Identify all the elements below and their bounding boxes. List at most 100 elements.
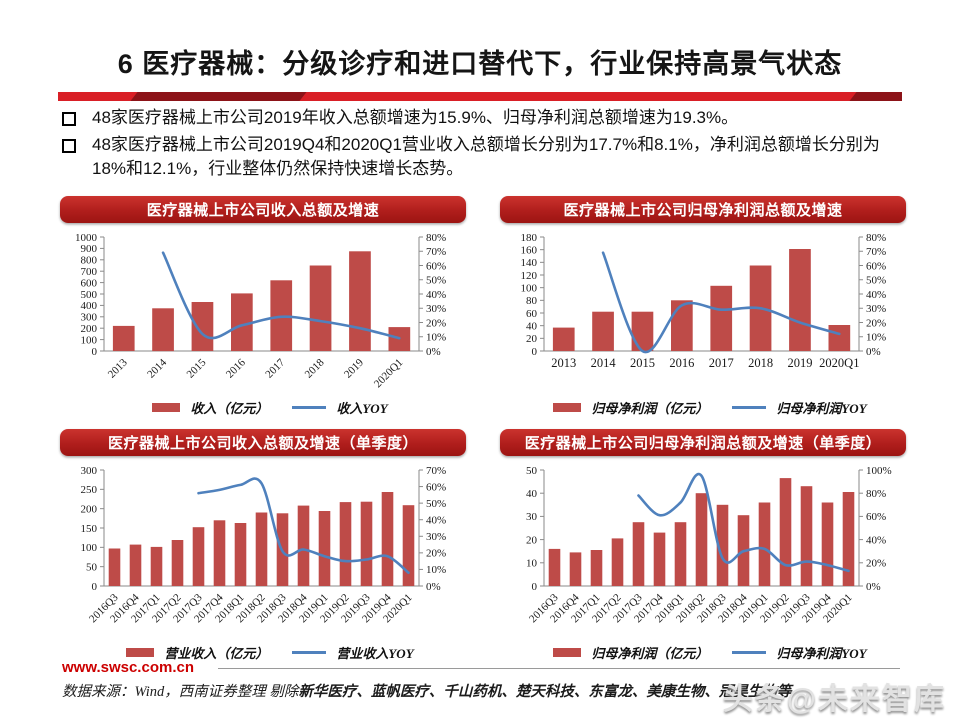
legend-bar-swatch (553, 402, 582, 412)
legend-bar-label: 收入（亿元） (190, 400, 269, 416)
svg-text:1000: 1000 (75, 232, 98, 244)
svg-text:80%: 80% (866, 232, 886, 244)
svg-text:30%: 30% (426, 303, 446, 315)
legend-line-swatch (732, 650, 767, 654)
svg-text:100: 100 (81, 542, 98, 554)
svg-text:400: 400 (81, 300, 98, 312)
chart-title-banner: 医疗器械上市公司归母净利润总额及增速 (500, 196, 906, 223)
bullet-item: 48家医疗器械上市公司2019Q4和2020Q1营业收入总额增长分别为17.7%… (60, 133, 896, 181)
svg-text:0: 0 (532, 346, 538, 358)
bullet-text: 48家医疗器械上市公司2019年收入总额增速为15.9%、归母净利润总额增速为1… (92, 108, 739, 127)
quarterly-revenue-plot: 0 50 100 150 200 250 300 0% 10% 20% 30% 40% 50% 60% 70… (81, 465, 447, 625)
svg-text:120: 120 (521, 270, 538, 282)
svg-text:2014: 2014 (591, 356, 617, 370)
svg-text:80%: 80% (426, 232, 446, 244)
svg-text:60%: 60% (426, 260, 446, 272)
legend-bar-swatch (126, 647, 155, 657)
svg-text:2016: 2016 (669, 356, 694, 370)
svg-text:20%: 20% (866, 317, 886, 329)
svg-text:60: 60 (526, 308, 538, 320)
svg-text:2020Q1: 2020Q1 (372, 357, 406, 391)
chart-annual-revenue: 医疗器械上市公司收入总额及增速 0 100 200 300 400 500 600 700 80… (60, 196, 466, 429)
svg-text:50: 50 (526, 465, 538, 477)
svg-text:2018: 2018 (748, 356, 773, 370)
svg-text:50%: 50% (866, 275, 886, 287)
svg-text:500: 500 (81, 289, 98, 301)
legend-bar-swatch (152, 402, 181, 412)
svg-text:0: 0 (92, 346, 98, 358)
svg-text:60%: 60% (866, 260, 886, 272)
data-source-prefix: 数据来源：Wind，西南证券整理 剔除 (62, 684, 299, 700)
svg-text:20%: 20% (426, 317, 446, 329)
svg-text:10: 10 (526, 558, 538, 570)
title-divider-bar (58, 92, 902, 101)
svg-text:30: 30 (526, 511, 538, 523)
svg-text:0%: 0% (866, 346, 881, 358)
svg-text:40: 40 (526, 488, 538, 500)
svg-text:700: 700 (81, 266, 98, 278)
svg-text:80%: 80% (866, 488, 886, 500)
chart-quarterly-revenue: 医疗器械上市公司收入总额及增速（单季度） 0 50 100 150 200 250 300 0… (60, 429, 466, 661)
svg-text:100: 100 (81, 334, 98, 346)
svg-text:40%: 40% (866, 289, 886, 301)
svg-text:2015: 2015 (185, 356, 209, 380)
svg-text:20: 20 (526, 534, 538, 546)
svg-text:70%: 70% (426, 246, 446, 258)
svg-text:70%: 70% (426, 465, 446, 477)
legend-bar-label: 营业收入（亿元） (164, 645, 269, 661)
svg-text:180: 180 (521, 232, 538, 244)
svg-text:250: 250 (81, 484, 98, 496)
svg-text:40%: 40% (426, 515, 446, 527)
svg-text:0: 0 (92, 581, 98, 593)
svg-text:10%: 10% (866, 332, 886, 344)
legend-line-label: 归母净利润YOY (776, 400, 867, 416)
svg-text:0: 0 (532, 581, 538, 593)
svg-text:2019: 2019 (342, 356, 366, 380)
page-title: 6 医疗器械：分级诊疗和进口替代下，行业保持高景气状态 (117, 49, 843, 79)
svg-text:0%: 0% (866, 581, 881, 593)
svg-text:2013: 2013 (106, 356, 130, 380)
excluded-companies: 新华医疗、蓝帆医疗、千山药机、楚天科技、东富龙、美康生物、冠昊生物等 (298, 684, 792, 700)
svg-text:160: 160 (521, 244, 538, 256)
bullet-square-icon (62, 112, 76, 126)
data-source-note: 数据来源：Wind，西南证券整理 剔除新华医疗、蓝帆医疗、千山药机、楚天科技、东… (62, 680, 822, 701)
bullet-text: 48家医疗器械上市公司2019Q4和2020Q1营业收入总额增长分别为17.7%… (92, 135, 880, 178)
legend-line-swatch (292, 405, 327, 409)
legend-bar-swatch (553, 647, 582, 657)
chart-legend: 归母净利润（亿元） 归母净利润YOY (500, 644, 906, 661)
svg-text:80: 80 (526, 295, 538, 307)
quarterly-net-profit-plot: 010203040500%20%40%60%80%100%2016Q32016Q… (526, 465, 892, 625)
bullet-square-icon (62, 139, 76, 153)
legend-bar-label: 归母净利润（亿元） (591, 400, 709, 416)
svg-text:2013: 2013 (551, 356, 576, 370)
svg-text:300: 300 (81, 312, 98, 324)
watermark-text: 头条@未来智库 (722, 683, 946, 716)
svg-text:2020Q1: 2020Q1 (819, 356, 859, 370)
footer-divider-line (218, 668, 900, 669)
svg-text:2015: 2015 (630, 356, 655, 370)
svg-text:2017: 2017 (709, 356, 734, 370)
svg-text:600: 600 (81, 277, 98, 289)
svg-text:20%: 20% (866, 558, 886, 570)
chart-legend: 归母净利润（亿元） 归母净利润YOY (500, 399, 906, 416)
chart-legend: 收入（亿元） 收入YOY (60, 399, 466, 416)
svg-text:10%: 10% (426, 564, 446, 576)
chart-annual-net-profit: 医疗器械上市公司归母净利润总额及增速 0 20 40 60 80 100 120 140 160… (500, 196, 906, 429)
legend-line-swatch (292, 650, 327, 654)
legend-bar-label: 归母净利润（亿元） (591, 645, 709, 661)
chart-quarterly-net-profit: 医疗器械上市公司归母净利润总额及增速（单季度） 0 10 20 30 40 50 0% 20%… (500, 429, 906, 661)
svg-text:20: 20 (526, 333, 538, 345)
svg-text:800: 800 (81, 255, 98, 267)
svg-text:200: 200 (81, 323, 98, 335)
svg-text:50%: 50% (426, 275, 446, 287)
svg-text:10%: 10% (426, 332, 446, 344)
svg-text:70%: 70% (866, 246, 886, 258)
svg-text:60%: 60% (426, 481, 446, 493)
svg-text:200: 200 (81, 503, 98, 515)
bullet-list: 48家医疗器械上市公司2019年收入总额增速为15.9%、归母净利润总额增速为1… (60, 106, 896, 184)
svg-text:300: 300 (81, 465, 98, 477)
chart-title-banner: 医疗器械上市公司收入总额及增速 (60, 196, 466, 223)
svg-text:100: 100 (521, 282, 538, 294)
svg-text:900: 900 (81, 243, 98, 255)
